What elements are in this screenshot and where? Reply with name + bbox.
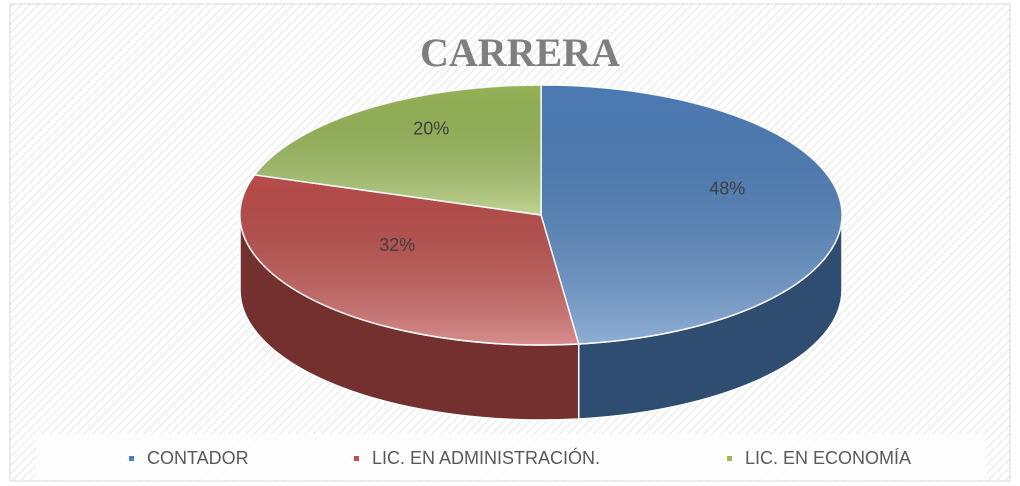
legend-label: LIC. EN ADMINISTRACIÓN. [372, 447, 600, 468]
pie-slice-shade [240, 174, 579, 345]
legend-box [36, 434, 986, 480]
data-label: 20% [413, 119, 449, 139]
legend-label: LIC. EN ECONOMÍA [745, 448, 911, 468]
legend-marker [727, 456, 732, 461]
chart-title: CARRERA [420, 30, 620, 75]
pie-slice-shade [541, 85, 843, 344]
data-label: 32% [379, 235, 415, 255]
legend-marker [354, 456, 359, 461]
legend-label: CONTADOR [147, 448, 249, 468]
legend-marker [129, 456, 134, 461]
pie-slice-shade [254, 85, 541, 215]
data-label: 48% [709, 179, 745, 199]
